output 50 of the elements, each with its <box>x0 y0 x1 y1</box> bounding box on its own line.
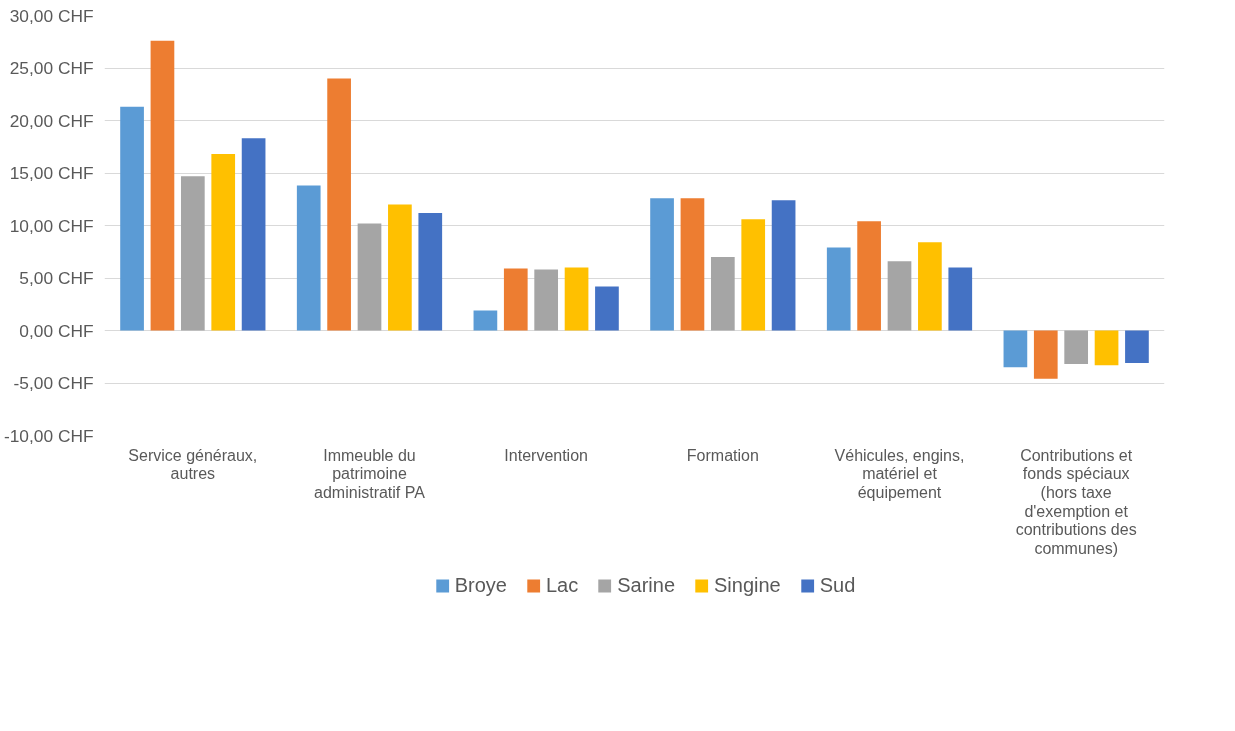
legend-label: Singine <box>714 573 781 597</box>
legend-label: Sarine <box>617 573 675 597</box>
bar <box>595 286 619 331</box>
legend-label: Broye <box>454 573 507 597</box>
x-tick-label: Immeuble du patrimoine administratif PA <box>314 446 426 501</box>
bar <box>1094 330 1119 366</box>
y-tick-label: -5,00 CHF <box>13 373 94 393</box>
bar <box>150 40 175 331</box>
bar <box>771 200 796 331</box>
x-tick-label: Véhicules, engins, matériel et équipement <box>834 446 965 501</box>
bar <box>296 185 321 331</box>
y-tick-label: 0,00 CHF <box>19 320 94 341</box>
bar <box>120 106 144 331</box>
bar <box>388 204 412 331</box>
bar <box>357 223 382 331</box>
legend-label: Sud <box>819 573 856 597</box>
bar <box>241 138 266 331</box>
y-tick-label: 10,00 CHF <box>9 215 94 236</box>
bar <box>473 310 498 331</box>
y-tick-label: 25,00 CHF <box>9 58 94 78</box>
bar <box>503 268 528 331</box>
y-tick-label: 30,00 CHF <box>9 5 94 26</box>
bar <box>741 219 766 331</box>
bar <box>1064 330 1089 365</box>
x-tick-label: Intervention <box>504 446 588 464</box>
bar <box>211 154 236 331</box>
bar <box>887 261 912 331</box>
x-tick-label: Formation <box>686 446 759 464</box>
bar <box>180 176 205 331</box>
y-tick-label: 15,00 CHF <box>9 163 94 183</box>
y-tick-label: 20,00 CHF <box>9 110 94 131</box>
bar <box>564 267 589 331</box>
bar <box>1033 330 1058 379</box>
y-tick-label: -10,00 CHF <box>3 425 94 446</box>
bar <box>1003 330 1028 368</box>
y-tick-label: 5,00 CHF <box>19 268 94 288</box>
x-tick-label: Contributions et fonds spéciaux (hors taxe d'exemption et contributions des communes) <box>1015 446 1137 557</box>
bar <box>826 247 851 331</box>
bar <box>710 257 735 331</box>
bar <box>534 269 559 331</box>
bar <box>418 212 443 331</box>
bar <box>918 242 942 331</box>
legend-label: Lac <box>545 573 579 597</box>
x-tick-label: Service généraux, autres <box>128 446 258 483</box>
bar <box>650 198 674 331</box>
bar <box>948 267 973 331</box>
bar <box>680 198 705 331</box>
bar <box>857 221 881 331</box>
bar <box>1125 330 1149 364</box>
bar <box>327 78 351 331</box>
